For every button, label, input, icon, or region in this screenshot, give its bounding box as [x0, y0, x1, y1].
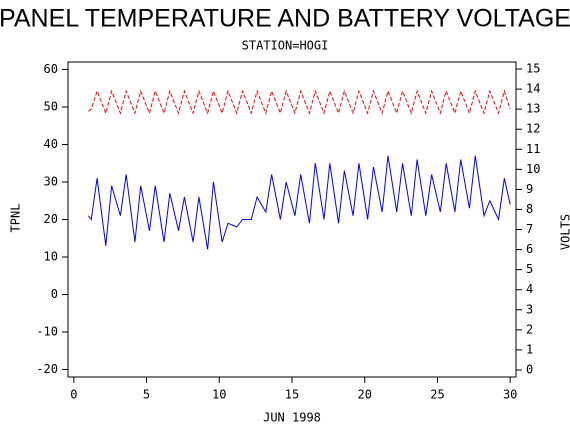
chart-subtitle: STATION=HOGI: [242, 39, 329, 53]
y2-tick-label: 5: [526, 262, 533, 276]
y2-tick-label: 9: [526, 182, 533, 196]
y2-tick-label: 6: [526, 242, 533, 256]
y2-tick-label: 2: [526, 322, 533, 336]
chart-title: PANEL TEMPERATURE AND BATTERY VOLTAGE: [0, 5, 570, 33]
series-line: [88, 91, 510, 113]
y-tick-label: -20: [36, 362, 58, 376]
x-tick-label: 30: [503, 388, 517, 402]
y-tick-label: 10: [44, 250, 58, 264]
x-axis-label: JUN 1998: [263, 411, 321, 425]
y2-tick-label: 10: [526, 162, 540, 176]
x-tick-label: 0: [70, 388, 77, 402]
y2-tick-label: 8: [526, 202, 533, 216]
x-tick-label: 20: [358, 388, 372, 402]
y2-tick-label: 3: [526, 302, 533, 316]
plot-frame: [68, 62, 516, 377]
y2-tick-label: 11: [526, 142, 540, 156]
y2-tick-label: 13: [526, 102, 540, 116]
y2-axis-label: VOLTS: [559, 214, 570, 250]
y-axis-label: TPNL: [9, 204, 23, 233]
x-tick-label: 15: [285, 388, 299, 402]
y2-tick-label: 4: [526, 282, 533, 296]
x-tick-label: 5: [143, 388, 150, 402]
x-tick-label: 25: [430, 388, 444, 402]
y-tick-label: 30: [44, 175, 58, 189]
y-tick-label: 20: [44, 212, 58, 226]
series-line: [88, 156, 510, 250]
y-tick-label: 40: [44, 137, 58, 151]
y2-tick-label: 15: [526, 62, 540, 76]
x-tick-label: 10: [212, 388, 226, 402]
y2-tick-label: 14: [526, 82, 540, 96]
y-tick-label: -10: [36, 325, 58, 339]
y2-tick-label: 0: [526, 362, 533, 376]
y-tick-label: 0: [51, 287, 58, 301]
y-tick-label: 50: [44, 100, 58, 114]
y2-tick-label: 7: [526, 222, 533, 236]
y-tick-label: 60: [44, 62, 58, 76]
y2-tick-label: 12: [526, 122, 540, 136]
y2-tick-label: 1: [526, 342, 533, 356]
